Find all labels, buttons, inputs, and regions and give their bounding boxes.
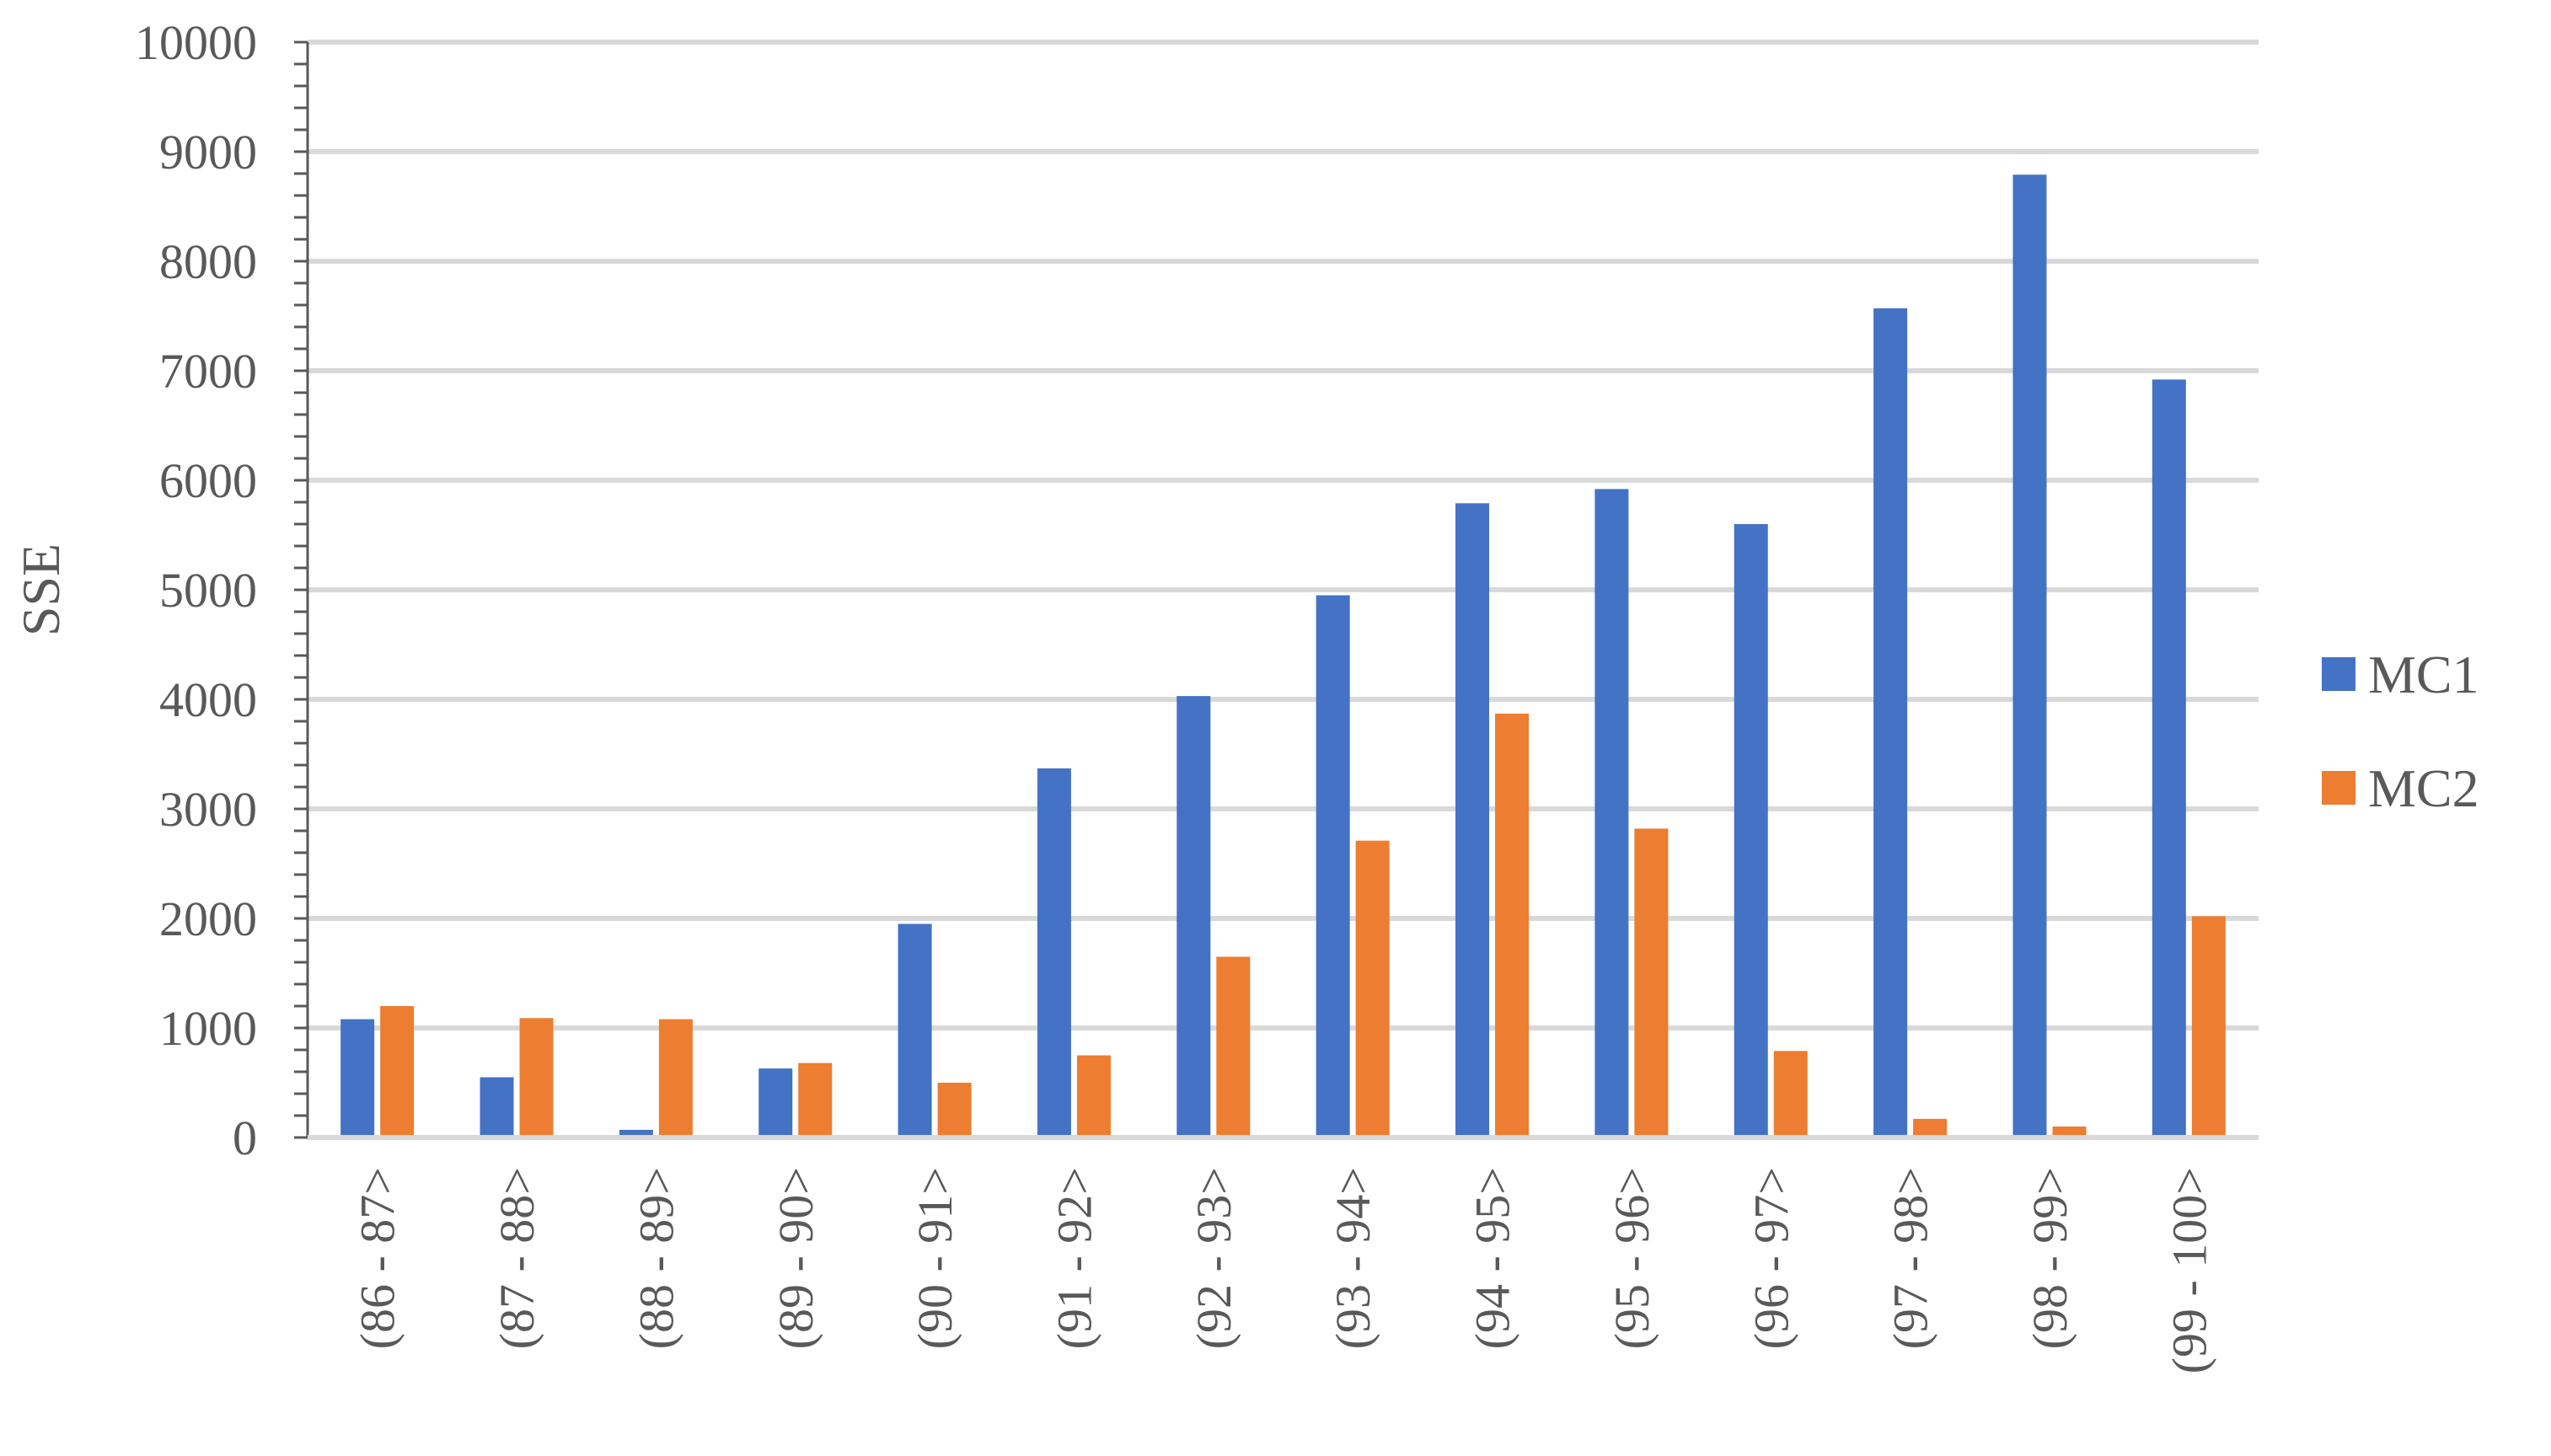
y-tick-labels: 0 1000 2000 3000 4000 5000 6000 7000 8000 9000 100… (135, 15, 257, 1165)
bar-mc1 (619, 1129, 653, 1138)
x-tick-label: (89 - 90> (769, 1167, 823, 1349)
bar-mc1 (480, 1077, 514, 1138)
legend-label-mc1: MC1 (2368, 645, 2479, 704)
bar-mc2 (1355, 840, 1390, 1138)
bar-mc2 (2191, 916, 2226, 1138)
y-tick-label: 5000 (159, 563, 257, 618)
legend-swatch-mc1 (2322, 657, 2355, 691)
x-tick-label: (91 - 92> (1047, 1167, 1101, 1349)
x-tick-label: (92 - 93> (1187, 1167, 1241, 1349)
bar-mc2 (798, 1063, 833, 1138)
y-tick-label: 0 (233, 1111, 257, 1165)
bar-mc1 (2152, 379, 2186, 1138)
y-tick-label: 2000 (159, 891, 257, 946)
bar-mc2 (658, 1019, 693, 1138)
bar-mc1 (1037, 768, 1071, 1138)
bar-mc2 (1076, 1055, 1111, 1138)
bar-mc1 (898, 923, 932, 1138)
bar-mc1 (1734, 524, 1768, 1138)
bar-mc1 (340, 1019, 375, 1138)
x-tick-label: (87 - 88> (490, 1167, 544, 1349)
x-tick-label: (88 - 89> (629, 1167, 683, 1349)
bar-mc2 (1216, 956, 1251, 1138)
legend-label-mc2: MC2 (2368, 758, 2479, 818)
x-tick-label: (99 - 100> (2162, 1167, 2216, 1373)
bar-mc2 (1634, 828, 1669, 1138)
bar-mc2 (1913, 1118, 1948, 1138)
y-tick-label: 8000 (159, 234, 257, 289)
y-tick-label: 4000 (159, 672, 257, 727)
axes (294, 40, 2259, 1140)
bar-mc1 (1873, 308, 1908, 1138)
x-tick-label: (96 - 97> (1744, 1167, 1798, 1349)
legend: MC1 MC2 (2322, 645, 2479, 818)
bars (340, 174, 2226, 1138)
bar-mc2 (519, 1018, 554, 1138)
y-tick-label: 7000 (159, 344, 257, 399)
x-tick-label: (95 - 96> (1605, 1167, 1659, 1349)
gridlines (308, 40, 2259, 1030)
bar-mc2 (1773, 1051, 1808, 1138)
x-tick-label: (93 - 94> (1326, 1167, 1380, 1349)
y-axis-title: SSE (11, 543, 71, 636)
x-tick-label: (97 - 98> (1884, 1167, 1938, 1349)
x-tick-labels: (86 - 87> (87 - 88> (88 - 89> (89 - 90> (90 … (351, 1167, 2217, 1373)
bar-mc2 (380, 1006, 415, 1138)
x-tick-label: (86 - 87> (351, 1167, 405, 1349)
bar-mc1 (1316, 595, 1350, 1138)
bar-mc1 (1176, 696, 1211, 1138)
legend-swatch-mc2 (2322, 771, 2355, 805)
y-tick-label: 1000 (159, 1001, 257, 1056)
y-tick-label: 10000 (135, 15, 257, 70)
bar-mc1 (1594, 489, 1629, 1138)
bar-mc1 (1455, 503, 1490, 1138)
bar-mc2 (1495, 713, 1530, 1138)
bar-mc2 (937, 1083, 972, 1138)
bar-mc1 (758, 1068, 793, 1138)
bar-mc2 (2052, 1127, 2087, 1138)
x-tick-label: (98 - 99> (2023, 1167, 2077, 1349)
x-tick-label: (90 - 91> (908, 1167, 962, 1349)
bar-mc1 (2012, 174, 2047, 1138)
x-tick-label: (94 - 95> (1466, 1167, 1520, 1349)
y-tick-label: 6000 (159, 453, 257, 508)
y-tick-label: 3000 (159, 782, 257, 837)
y-tick-label: 9000 (159, 125, 257, 179)
